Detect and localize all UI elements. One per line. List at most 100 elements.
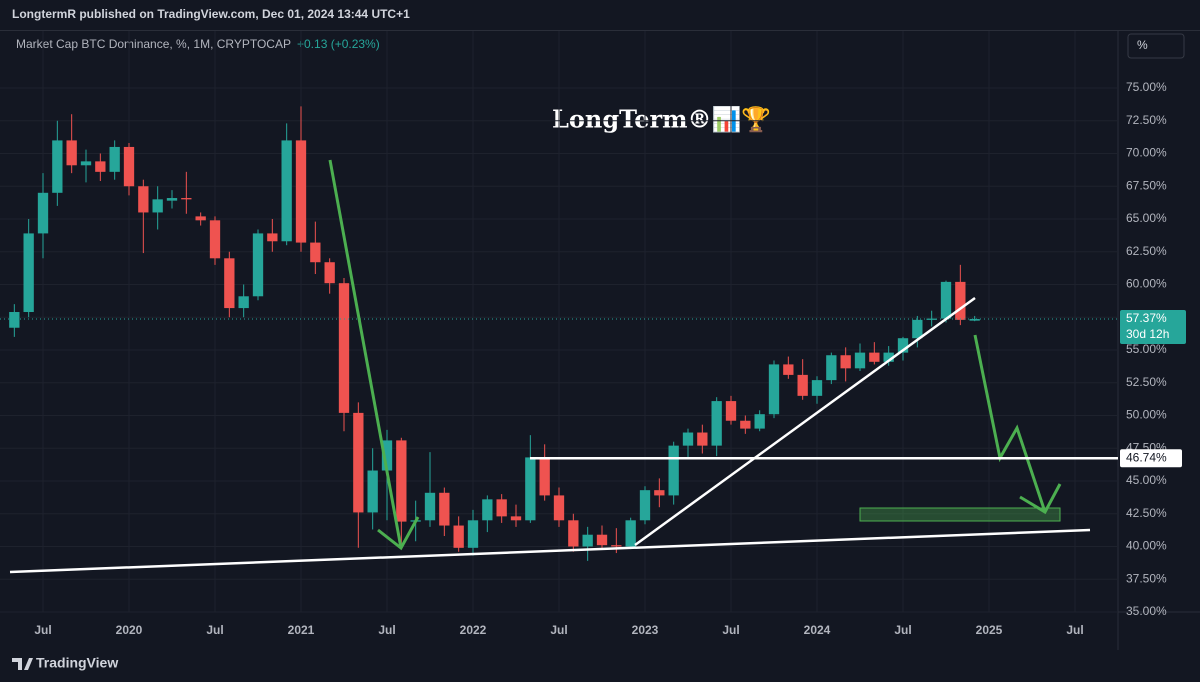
candle-body	[367, 470, 378, 513]
candle-body	[381, 440, 393, 471]
x-tick-label: Jul	[722, 623, 739, 637]
candle-body	[940, 281, 952, 319]
y-tick-label: 42.50%	[1126, 506, 1167, 520]
x-tick-label: Jul	[894, 623, 911, 637]
candle-body	[553, 495, 565, 521]
y-tick-label: 70.00%	[1126, 146, 1167, 160]
candle-body	[754, 414, 765, 429]
candle-body	[568, 520, 579, 547]
countdown: 30d 12h	[1126, 327, 1169, 341]
candle-body	[639, 490, 651, 521]
candle-body	[95, 161, 106, 172]
y-tick-label: 45.00%	[1126, 473, 1167, 487]
candle-body	[611, 545, 622, 547]
x-tick-label: 2025	[976, 623, 1003, 637]
candle-body	[482, 499, 493, 521]
candle-body	[9, 312, 20, 328]
candle-body	[238, 296, 249, 309]
candle-body	[166, 198, 178, 201]
candle-body	[353, 412, 364, 513]
candle-body	[711, 401, 722, 446]
candle-body	[797, 374, 808, 396]
x-tick-label: Jul	[34, 623, 51, 637]
candle-body	[811, 380, 823, 396]
x-tick-label: 2020	[116, 623, 143, 637]
logo	[12, 658, 33, 670]
candle-body	[740, 420, 751, 429]
candle-body	[496, 499, 507, 517]
candle-body	[338, 283, 350, 413]
x-tick-label: Jul	[1066, 623, 1083, 637]
candle-body	[295, 140, 307, 243]
candle-body	[926, 318, 937, 320]
candle-body	[181, 198, 192, 200]
candle-body	[510, 516, 522, 521]
x-tick-label: 2021	[288, 623, 315, 637]
x-tick-label: 2022	[460, 623, 487, 637]
candle-body	[912, 319, 923, 339]
candle-body	[52, 140, 63, 193]
candle-body	[123, 146, 135, 187]
candle-body	[539, 457, 550, 496]
candle-body	[525, 457, 536, 521]
change: +0.13 (+0.23%)	[297, 37, 380, 51]
hline-box	[1120, 449, 1182, 468]
candle-body	[897, 338, 909, 353]
footer	[0, 650, 1200, 682]
candle-body	[883, 352, 894, 362]
candle-body	[310, 242, 321, 263]
scale-button-label[interactable]: %	[1137, 38, 1148, 52]
candle-body	[654, 490, 665, 496]
candle-body	[697, 432, 708, 446]
candle-body	[152, 199, 163, 213]
arrow	[328, 159, 403, 549]
support-line	[9, 528, 1091, 574]
separator	[0, 30, 1200, 31]
y-tick-label: 67.50%	[1126, 178, 1167, 192]
x-tick-label: Jul	[550, 623, 567, 637]
target-zone	[859, 507, 1061, 522]
candle-body	[37, 192, 49, 234]
scale-button[interactable]	[1127, 33, 1185, 59]
candle-body	[453, 525, 464, 548]
last-price-box	[1120, 309, 1186, 344]
candle-body	[596, 534, 608, 546]
y-tick-label: 52.50%	[1126, 375, 1167, 389]
candle-body	[783, 364, 794, 375]
candle-body	[252, 233, 264, 297]
candle-body	[23, 233, 34, 313]
y-tick-label: 35.00%	[1126, 604, 1167, 618]
candle-body	[439, 492, 450, 526]
candle-body	[224, 258, 235, 309]
candle-body	[955, 281, 966, 320]
y-tick-label: 65.00%	[1126, 211, 1167, 225]
candle-body	[768, 364, 780, 415]
candle-body	[109, 146, 120, 172]
candle-body	[840, 355, 851, 369]
hline-label: 46.74%	[1126, 450, 1167, 464]
candle-body	[854, 352, 866, 369]
y-tick-label: 72.50%	[1126, 113, 1167, 127]
candle-body	[826, 355, 837, 381]
arrow-head	[1019, 483, 1062, 515]
candle-body	[209, 220, 221, 259]
candle-body	[869, 352, 880, 362]
y-tick-label: 55.00%	[1126, 342, 1167, 356]
candle-body	[195, 216, 206, 221]
candle-body	[66, 140, 77, 166]
candle-body	[80, 161, 92, 166]
candle-body	[324, 262, 335, 284]
x-tick-label: 2023	[632, 623, 659, 637]
x-tick-label: 2024	[804, 623, 831, 637]
brand: TradingView	[36, 655, 118, 671]
chart-title: Market Cap BTC Dominance, %, 1M, CRYPTOC…	[16, 37, 291, 51]
candle-body	[625, 520, 636, 547]
candle-body	[582, 534, 593, 547]
y-tick-label: 62.50%	[1126, 244, 1167, 258]
candle-body	[138, 186, 149, 213]
candle-body	[396, 440, 407, 522]
candle-body	[725, 401, 737, 421]
